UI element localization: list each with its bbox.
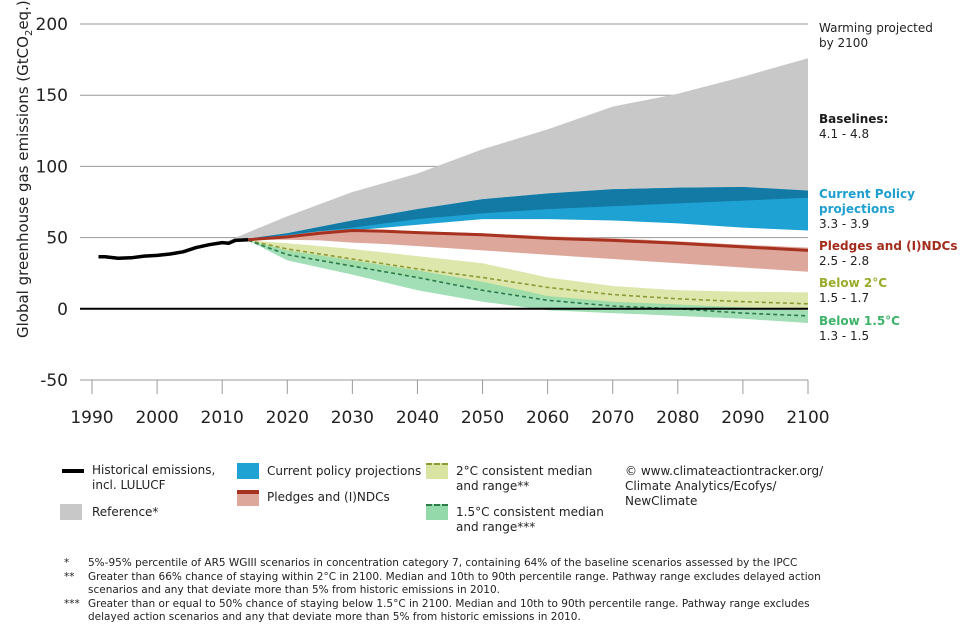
legend-pledges-swatch xyxy=(237,490,259,506)
y-tick-label: 100 xyxy=(36,157,68,177)
one-five-c-median-line xyxy=(247,239,809,317)
below-1-5c-label: Below 1.5°C 1.3 - 1.5 xyxy=(819,314,900,343)
y-tick-label: 0 xyxy=(57,300,68,320)
x-tick-label: 2050 xyxy=(461,408,504,428)
x-tick-label: 2000 xyxy=(135,408,178,428)
x-tick-label: 2070 xyxy=(591,408,634,428)
x-tick-label: 2080 xyxy=(656,408,699,428)
legend-2c: 2°C consistent median and range** xyxy=(456,464,593,493)
x-tick-label: 2010 xyxy=(201,408,244,428)
legend-current-policy: Current policy projections xyxy=(267,464,422,478)
credit-text: © www.climateactiontracker.org/Climate A… xyxy=(625,464,824,508)
x-tick-label: 2030 xyxy=(331,408,374,428)
series-lines xyxy=(80,228,809,317)
warming-projected-label: Warming projected by 2100 xyxy=(819,21,933,50)
y-tick-label: 50 xyxy=(46,229,68,249)
x-tick-label: 2100 xyxy=(786,408,829,428)
reference-band xyxy=(222,58,808,244)
legend-reference: Reference* xyxy=(92,505,159,519)
x-tick-label: 2020 xyxy=(266,408,309,428)
y-tick-labels: 200 150 100 50 0 -50 xyxy=(36,15,68,391)
x-tick-label: 2090 xyxy=(721,408,764,428)
bands xyxy=(222,58,808,323)
footnote-2: ** Greater than 66% chance of staying wit… xyxy=(64,570,821,597)
y-tick-label: 150 xyxy=(36,86,68,106)
legend-1-5c: 1.5°C consistent median and range*** xyxy=(456,505,604,534)
pledges-band xyxy=(248,229,808,272)
y-axis-label: Global greenhouse gas emissions (GtCO2eq… xyxy=(14,0,35,338)
x-tick-label: 2040 xyxy=(396,408,439,428)
footnotes: * 5%-95% percentile of AR5 WGIII scenario… xyxy=(64,557,828,625)
below-2c-label: Below 2°C 1.5 - 1.7 xyxy=(819,276,888,305)
legend-2c-swatch xyxy=(426,463,448,479)
footnote-3: *** Greater than or equal to 50% chance o… xyxy=(64,597,810,624)
legend-reference-swatch xyxy=(60,504,82,520)
legend-current-swatch xyxy=(237,463,259,479)
historical-emissions-line xyxy=(98,237,249,260)
two-c-median-line xyxy=(248,239,809,305)
x-tick-labels: 1990 2000 2010 2020 2030 2040 2050 2060 2070 2080… xyxy=(70,408,829,428)
legend-1-5c-swatch xyxy=(426,504,448,520)
pledges-median-line xyxy=(248,228,809,252)
legend-historical-swatch xyxy=(62,469,84,473)
y-tick-label: 200 xyxy=(36,15,68,35)
footnote-1: * 5%-95% percentile of AR5 WGIII scenario… xyxy=(64,557,798,569)
pledges-label: Pledges and (I)NDCs 2.5 - 2.8 xyxy=(819,239,958,268)
y-tick-label: -50 xyxy=(40,371,68,391)
legend-pledges: Pledges and (I)NDCs xyxy=(267,490,390,504)
two-c-band xyxy=(248,240,808,311)
legend-historical: Historical emissions, incl. LULUCF xyxy=(92,463,216,492)
one-five-c-band xyxy=(248,240,808,323)
current-policy-label: Current Policy projections 3.3 - 3.9 xyxy=(819,187,915,231)
baselines-label: Baselines: 4.1 - 4.8 xyxy=(819,112,889,141)
x-tick-label: 2060 xyxy=(526,408,569,428)
current-policy-upper-band xyxy=(235,187,808,241)
x-tick-label: 1990 xyxy=(70,408,113,428)
